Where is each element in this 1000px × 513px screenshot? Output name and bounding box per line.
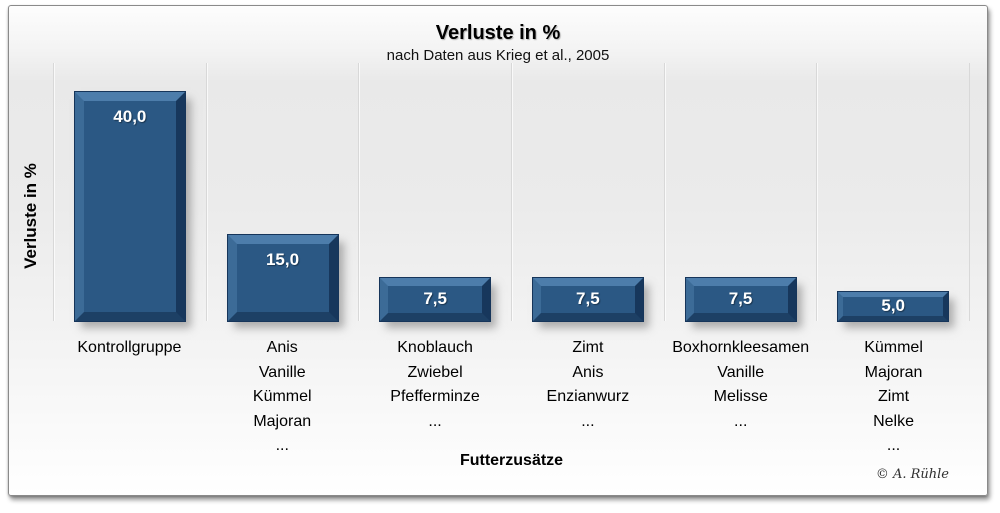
- category-axis: Kontrollgruppe Anis Vanille Kümmel Majora…: [53, 336, 970, 459]
- bar-4: 7,5: [532, 278, 643, 321]
- category-label: Zimt Anis Enzianwurz ...: [546, 339, 630, 430]
- y-axis-title-wrap: Verluste in %: [9, 96, 53, 336]
- category-column: 15,0: [205, 63, 359, 321]
- title-block: Verluste in % nach Daten aus Krieg et al…: [9, 20, 987, 65]
- chart-card: Verluste in % nach Daten aus Krieg et al…: [8, 5, 988, 496]
- category-label: Boxhornkleesamen Vanille Melisse ...: [672, 339, 810, 430]
- bar-6: 5,0: [838, 292, 949, 321]
- y-axis-title: Verluste in %: [21, 163, 41, 269]
- chart-subtitle: nach Daten aus Krieg et al., 2005: [386, 47, 610, 64]
- bar-5: 7,5: [685, 278, 796, 321]
- category-label: Kontrollgruppe: [77, 339, 182, 356]
- category-column: 7,5: [663, 63, 817, 321]
- bar-1: 40,0: [74, 92, 185, 321]
- category-column: 7,5: [511, 63, 664, 321]
- category-label: Anis Vanille Kümmel Majoran ...: [252, 339, 312, 454]
- bar-value-label: 15,0: [265, 250, 300, 269]
- category-label: Knoblauch Zwiebel Pfefferminze ...: [390, 339, 480, 430]
- category-column: 40,0: [53, 63, 206, 321]
- plot-area: 40,0 15,0 7,5 7,5 7,5 5,0: [53, 63, 971, 321]
- bar-value-label: 40,0: [113, 107, 147, 126]
- bar-2: 15,0: [227, 235, 338, 321]
- bar-value-label: 7,5: [728, 289, 753, 309]
- category-label: Kümmel Majoran Zimt Nelke ...: [864, 339, 923, 454]
- bar-value-label: 5,0: [881, 296, 905, 316]
- bar-value-label: 7,5: [576, 289, 600, 309]
- bar-3: 7,5: [380, 278, 491, 321]
- copyright-note: © A. Rühle: [875, 467, 949, 482]
- category-column: 7,5: [358, 63, 511, 321]
- bar-value-label: 7,5: [423, 289, 447, 309]
- chart-title: Verluste in %: [435, 22, 561, 44]
- category-column: 5,0: [816, 63, 971, 321]
- x-axis-title: Futterzusätze: [459, 452, 564, 469]
